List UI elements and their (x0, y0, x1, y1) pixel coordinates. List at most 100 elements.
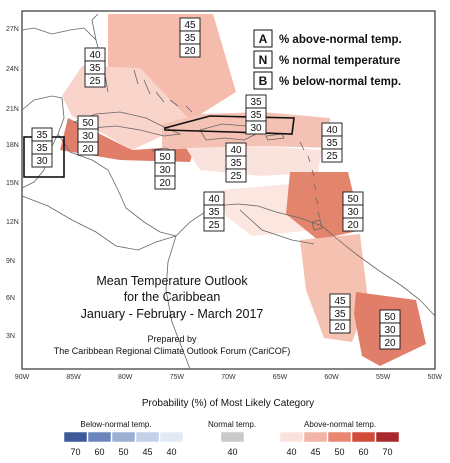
probability-value: 35 (36, 130, 48, 141)
lon-labels: 90W 85W 80W 75W 70W 65W 60W 55W 50W (15, 374, 443, 381)
probability-value: 30 (159, 165, 171, 176)
probability-value: 25 (208, 220, 220, 231)
probability-cell (329, 319, 351, 334)
lat-label: 12N (6, 219, 19, 226)
below-normal-value: 60 (94, 447, 104, 457)
probability-value: 35 (334, 309, 346, 320)
box-outline-cuba-east (164, 115, 295, 135)
probability-value: 30 (82, 131, 94, 142)
lat-label: 15N (6, 180, 19, 187)
legend-key: B (259, 74, 268, 88)
probability-value: 40 (208, 194, 220, 205)
lat-label: 3N (6, 333, 15, 340)
zone-guyana (300, 234, 368, 342)
coast-south-america-west (165, 235, 191, 370)
title-line-2: for the Caribbean (124, 290, 221, 304)
above-normal-value: 40 (286, 447, 296, 457)
probability-box: 35 35 30 (31, 127, 53, 168)
forecast-zones (60, 14, 426, 366)
legend-key: A (259, 32, 268, 46)
probability-cell (245, 120, 267, 135)
probability-value: 20 (159, 178, 171, 189)
above-normal-swatch (279, 431, 304, 443)
credit-line-2: The Caribbean Regional Climate Outlook F… (54, 346, 291, 356)
probability-value: 35 (36, 143, 48, 154)
probability-cell (84, 73, 106, 88)
legend-key-box (253, 71, 273, 90)
probability-value: 50 (347, 194, 359, 205)
lat-label: 24N (6, 66, 19, 73)
probability-box: 40 35 25 (321, 122, 343, 163)
probability-value: 50 (159, 152, 171, 163)
probability-boxes: 4535204035255030203535303535305030204035… (31, 17, 401, 350)
probability-value: 35 (89, 63, 101, 74)
probability-value: 20 (184, 46, 196, 57)
probability-cell (342, 217, 364, 232)
probability-cell (77, 141, 99, 156)
normal-value: 40 (227, 447, 237, 457)
legend-key-box (253, 29, 273, 48)
coast-bahamas (133, 69, 193, 113)
coast-mexico-yucatan (21, 95, 65, 189)
probability-value: 30 (250, 123, 262, 134)
above-normal-swatch (303, 431, 328, 443)
lat-label: 21N (6, 106, 19, 113)
probability-cell (203, 217, 225, 232)
legend-key: N (259, 53, 268, 67)
probability-value: 30 (384, 325, 396, 336)
probability-value: 20 (347, 220, 359, 231)
probability-value: 35 (326, 138, 338, 149)
probability-value: 35 (230, 158, 242, 169)
coast-cuba (72, 111, 182, 137)
lon-label: 80W (118, 374, 133, 381)
probability-box: 50 30 20 (342, 191, 364, 232)
lon-label: 60W (324, 374, 339, 381)
above-normal-swatch (351, 431, 376, 443)
probability-value: 50 (82, 118, 94, 129)
lat-label: 9N (6, 258, 15, 265)
map-title: Mean Temperature Outlook for the Caribbe… (54, 274, 291, 356)
probability-value: 50 (384, 312, 396, 323)
probability-value: 25 (230, 171, 242, 182)
probability-value: 30 (36, 156, 48, 167)
probability-value: 35 (208, 207, 220, 218)
above-normal-value: 70 (382, 447, 392, 457)
below-normal-value: 70 (70, 447, 80, 457)
probability-box: 45 35 20 (179, 17, 201, 58)
coast-central-america (57, 133, 177, 237)
scale-swatches: 70 60 50 45 40 40 40 45 50 60 70 (63, 431, 400, 457)
credit-line-1: Prepared by (147, 334, 197, 344)
coast-trinidad (311, 219, 323, 231)
below-normal-value: 40 (166, 447, 176, 457)
probability-box: 50 30 20 (77, 115, 99, 156)
probability-box: 50 30 20 (379, 309, 401, 350)
river-orinoco (239, 209, 315, 245)
lon-label: 65W (273, 374, 288, 381)
above-normal-swatch (375, 431, 400, 443)
probability-cell (31, 153, 53, 168)
lat-label: 18N (6, 142, 19, 149)
probability-cell (179, 43, 201, 58)
lat-labels: 27N 24N 21N 18N 15N 12N 9N 6N 3N (6, 26, 19, 340)
lon-label: 70W (221, 374, 236, 381)
lon-label: 90W (15, 374, 30, 381)
scale-title: Probability (%) of Most Likely Category (142, 398, 314, 409)
coast-central-america-pacific (21, 195, 177, 251)
scale-below-label: Below-normal temp. (80, 420, 151, 429)
probability-box: 35 35 30 (245, 94, 267, 135)
probability-value: 25 (326, 151, 338, 162)
probability-value: 20 (384, 338, 396, 349)
legend-description: % normal temperature (279, 55, 400, 67)
probability-value: 35 (250, 110, 262, 121)
coast-puerto-rico (265, 133, 285, 141)
probability-value: 30 (347, 207, 359, 218)
lon-label: 55W (376, 374, 391, 381)
coast-lesser-antilles (299, 141, 321, 219)
probability-value: 20 (82, 144, 94, 155)
lat-label: 27N (6, 26, 19, 33)
probability-cell (225, 168, 247, 183)
below-normal-value: 45 (142, 447, 152, 457)
legend-key-box (253, 50, 273, 69)
lat-label: 6N (6, 295, 15, 302)
